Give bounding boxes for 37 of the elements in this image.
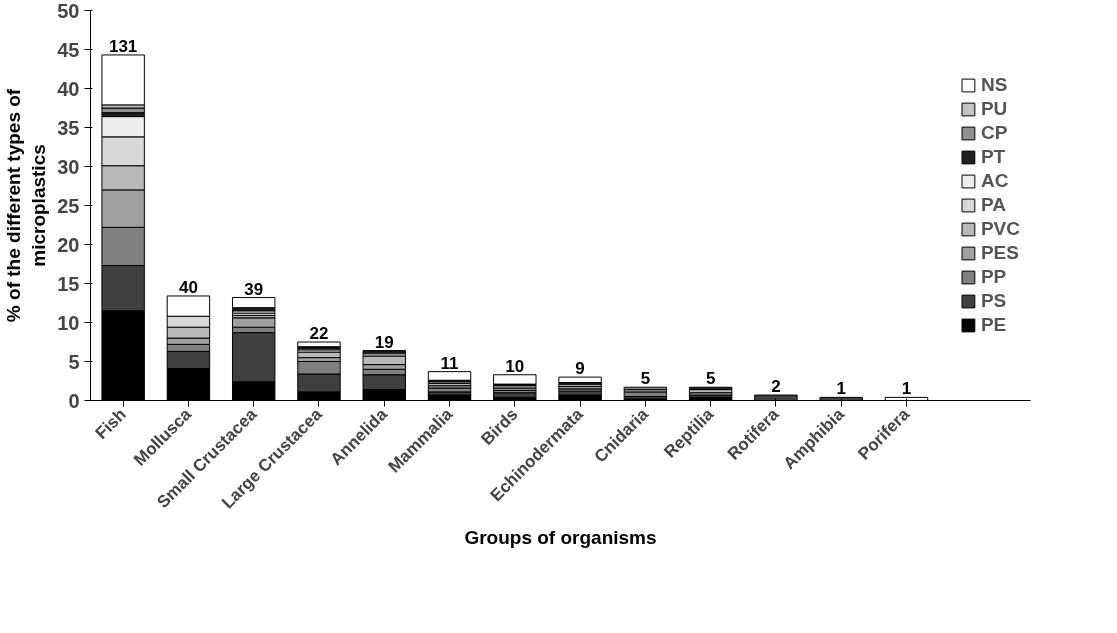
annotation: 11	[440, 353, 459, 373]
legend-label: PU	[980, 98, 1008, 120]
annotation: 2	[771, 377, 781, 397]
annotation: 1	[836, 379, 846, 399]
y-axis-title: % of the different types of microplastics	[3, 88, 50, 323]
legend-label: PT	[980, 146, 1006, 168]
y-tick-label: 45	[57, 38, 80, 61]
legend-label: NS	[980, 74, 1008, 96]
y-tick-label: 0	[68, 389, 80, 412]
annotation: 39	[244, 279, 264, 299]
legend-label: PP	[980, 266, 1007, 288]
y-tick-label: 20	[57, 233, 80, 256]
annotation: 19	[374, 332, 394, 352]
annotation: 22	[309, 324, 329, 343]
legend-label: PES	[980, 242, 1019, 264]
y-tick-label: 40	[57, 77, 80, 100]
legend-label: CP	[980, 122, 1008, 144]
y-tick-label: 25	[57, 194, 80, 217]
annotation: 40	[178, 277, 198, 297]
legend-label: PA	[980, 194, 1006, 216]
legend-label: PVC	[980, 218, 1020, 240]
annotation: 9	[575, 359, 585, 379]
legend-label: PE	[980, 314, 1007, 336]
annotation: 5	[705, 369, 716, 389]
y-tick-label: 30	[57, 155, 80, 178]
y-tick-label: 50	[57, 0, 80, 22]
annotation: 5	[640, 369, 651, 389]
x-axis-title: Groups of organisms	[464, 527, 657, 549]
annotation: 131	[108, 36, 138, 56]
y-tick-label: 10	[57, 311, 80, 334]
y-tick-label: 15	[57, 272, 80, 295]
legend-label: PS	[980, 290, 1007, 312]
legend-label: AC	[980, 170, 1009, 192]
y-tick-label: 35	[57, 116, 80, 139]
y-tick-label: 5	[68, 350, 80, 373]
annotation: 1	[901, 379, 912, 399]
annotation: 10	[505, 356, 525, 376]
